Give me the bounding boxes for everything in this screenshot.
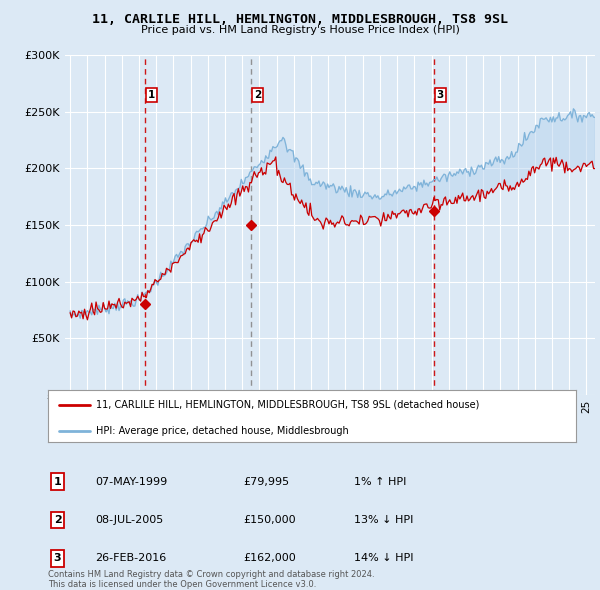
Text: 11, CARLILE HILL, HEMLINGTON, MIDDLESBROUGH, TS8 9SL: 11, CARLILE HILL, HEMLINGTON, MIDDLESBRO… [92, 13, 508, 26]
Text: 13% ↓ HPI: 13% ↓ HPI [354, 515, 413, 525]
Text: £150,000: £150,000 [244, 515, 296, 525]
Text: 3: 3 [437, 90, 444, 100]
Text: 26-FEB-2016: 26-FEB-2016 [95, 553, 167, 563]
Text: 11, CARLILE HILL, HEMLINGTON, MIDDLESBROUGH, TS8 9SL (detached house): 11, CARLILE HILL, HEMLINGTON, MIDDLESBRO… [95, 399, 479, 409]
Text: 14% ↓ HPI: 14% ↓ HPI [354, 553, 414, 563]
Text: Price paid vs. HM Land Registry's House Price Index (HPI): Price paid vs. HM Land Registry's House … [140, 25, 460, 35]
Text: 08-JUL-2005: 08-JUL-2005 [95, 515, 164, 525]
Text: £79,995: £79,995 [244, 477, 289, 487]
Text: 2: 2 [254, 90, 261, 100]
Text: 2: 2 [53, 515, 61, 525]
Text: 1% ↑ HPI: 1% ↑ HPI [354, 477, 407, 487]
Text: 1: 1 [53, 477, 61, 487]
Text: 3: 3 [53, 553, 61, 563]
Text: 07-MAY-1999: 07-MAY-1999 [95, 477, 168, 487]
Text: Contains HM Land Registry data © Crown copyright and database right 2024.
This d: Contains HM Land Registry data © Crown c… [48, 570, 374, 589]
Text: £162,000: £162,000 [244, 553, 296, 563]
Text: 1: 1 [148, 90, 155, 100]
Text: HPI: Average price, detached house, Middlesbrough: HPI: Average price, detached house, Midd… [95, 425, 348, 435]
